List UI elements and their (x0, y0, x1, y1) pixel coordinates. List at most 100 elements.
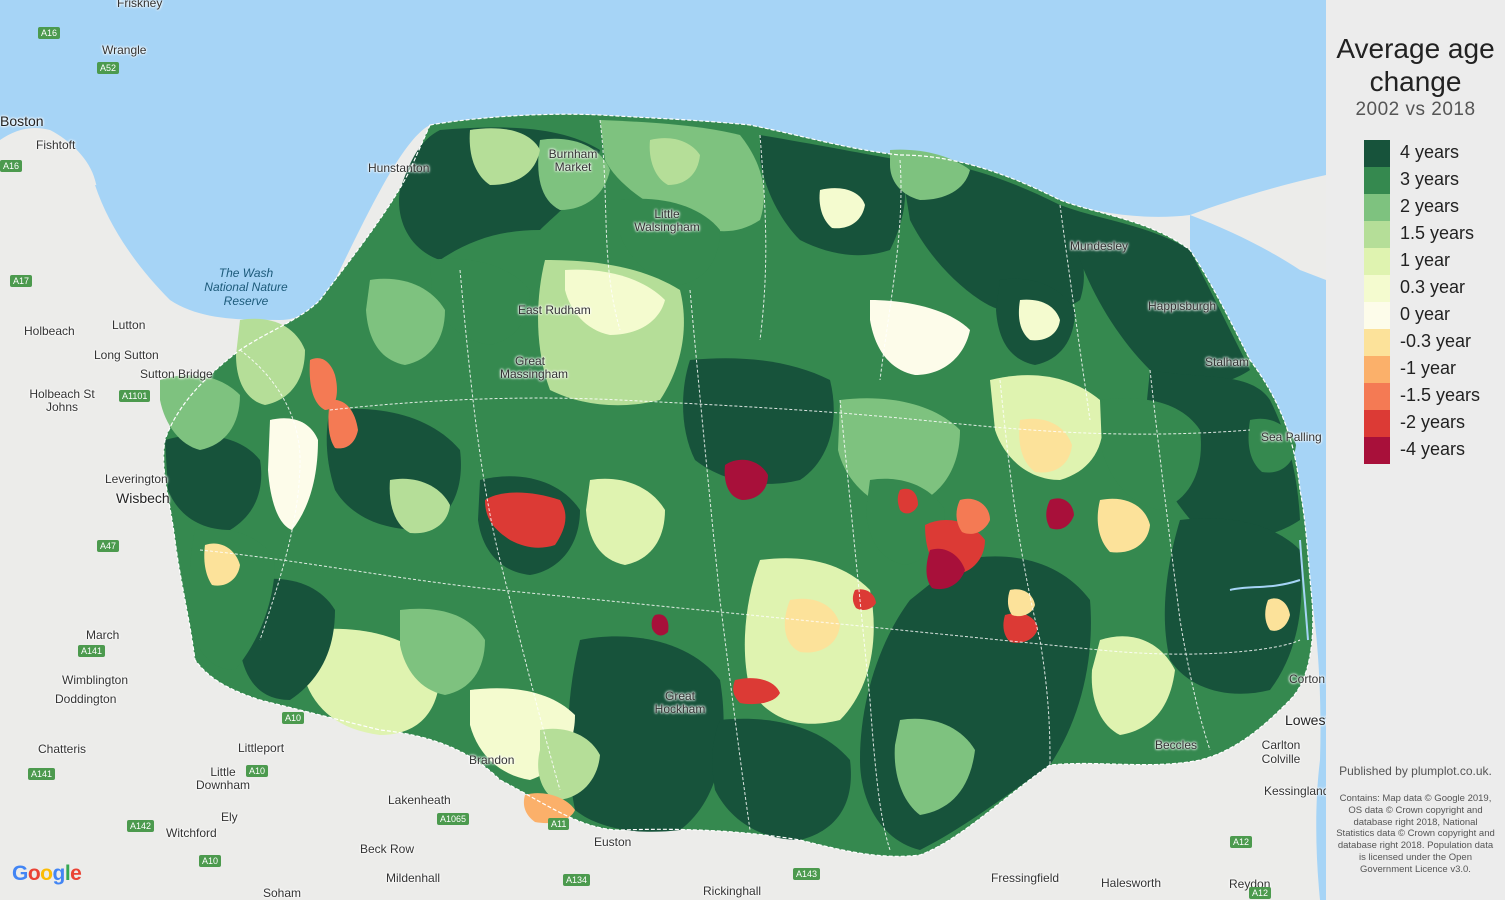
place-label: Chatteris (38, 742, 87, 756)
place-label: Wisbech (116, 490, 170, 506)
place-label: Soham (263, 886, 302, 900)
place-label: Holbeach (24, 324, 75, 338)
place-label: Beck Row (360, 842, 415, 856)
google-logo-letter: o (27, 862, 41, 885)
place-label: Carlton Colville (1261, 738, 1301, 766)
area-norwich-2 (926, 548, 965, 590)
area-red-small-2 (651, 614, 669, 636)
area-red-small-1 (852, 589, 876, 611)
place-label: Halesworth (1101, 876, 1162, 890)
area-orange-1 (204, 543, 240, 586)
place-label: March (86, 628, 120, 642)
place-label: Kessingland (1264, 784, 1326, 798)
road-label: A141 (28, 768, 56, 780)
google-logo-letter: g (52, 862, 66, 885)
legend-swatch (1364, 329, 1390, 356)
place-label: Friskney (117, 0, 163, 10)
highlight-areas (204, 358, 1290, 824)
map-subtitle: 2002 vs 2018 (1355, 99, 1476, 120)
north-sea-east (1190, 215, 1326, 900)
place-label: Happisburgh (1148, 299, 1217, 313)
google-logo-letter: o (40, 862, 53, 885)
map[interactable]: Friskney Wrangle Boston Fishtoft The Was… (0, 0, 1326, 900)
wash-bay (95, 185, 330, 320)
place-label: Mundesley (1070, 239, 1129, 253)
legend-label: 3 years (1400, 169, 1460, 189)
legend-label: -1 year (1400, 358, 1457, 378)
place-label: Great Hockham (654, 689, 706, 716)
place-label: Wrangle (102, 43, 147, 57)
area-thetford (523, 793, 575, 824)
legend-swatch (1364, 437, 1390, 464)
road-label: A143 (793, 868, 821, 880)
place-label: Lutton (112, 318, 146, 332)
google-logo-letter: e (70, 862, 82, 885)
legend-label: -4 years (1400, 439, 1466, 459)
google-logo-letter: l (64, 862, 71, 885)
road-label: A11 (548, 818, 570, 830)
area-dereham (724, 459, 768, 500)
road-label: A142 (127, 820, 155, 832)
published-credit: Published by plumplot.co.uk. (1339, 764, 1492, 778)
area-diss-south (733, 678, 780, 705)
legend-swatch (1364, 248, 1390, 275)
place-label: Ely (221, 810, 238, 824)
place-label: Hunstanton (368, 161, 430, 175)
place-label: Burnham Market (548, 147, 598, 174)
place-label: Beccles (1155, 738, 1198, 752)
road-label: A141 (78, 645, 106, 657)
road-label: A10 (199, 855, 222, 867)
legend-label: 4 years (1400, 142, 1460, 162)
legend-swatch (1364, 383, 1390, 410)
sea (0, 0, 1326, 304)
area-east-1 (1046, 498, 1074, 530)
map-title: Average age change (1336, 33, 1495, 97)
district-borders (199, 119, 1301, 851)
legend-swatch (1364, 356, 1390, 383)
legend-label: -1.5 years (1400, 385, 1481, 405)
area-norwich-3 (956, 498, 990, 534)
place-label: Witchford (166, 826, 217, 840)
road-label: A17 (10, 275, 33, 287)
legend-panel: Average age change 2002 vs 2018 4 years 3… (1326, 0, 1505, 900)
legend-swatch (1364, 194, 1390, 221)
road-label: A52 (97, 62, 120, 74)
road-label: A16 (0, 160, 23, 172)
legend-label: 0.3 year (1400, 277, 1466, 297)
road-label: A16 (38, 27, 61, 39)
place-label: Long Sutton (94, 348, 159, 362)
place-label: Euston (594, 835, 632, 849)
place-label: Brandon (469, 753, 515, 767)
road-label: A1101 (119, 390, 151, 402)
place-label: Boston (0, 113, 44, 129)
area-south-orange (1007, 589, 1035, 617)
area-kings-lynn (309, 358, 337, 410)
area-wymondham (1003, 613, 1038, 643)
place-label: Stalham (1205, 355, 1250, 369)
google-logo-letter: G (12, 862, 28, 885)
area-yarmouth (1265, 598, 1290, 631)
place-label: Corton (1289, 672, 1326, 686)
place-label: Mildenhall (386, 871, 441, 885)
road-label: A134 (563, 874, 591, 886)
legend-swatch (1364, 302, 1390, 329)
place-label: Holbeach St Johns (29, 387, 95, 414)
place-label: East Rudham (518, 303, 591, 317)
attribution-text: Contains: Map data © Google 2019, OS dat… (1336, 793, 1495, 875)
legend-swatch (1364, 221, 1390, 248)
place-label: Little Walsingham (634, 207, 700, 234)
area-red-swaffham (485, 492, 566, 548)
legend-label: 0 year (1400, 304, 1451, 324)
place-label: Littleport (238, 741, 285, 755)
road-label: A10 (246, 765, 269, 777)
place-label: Sutton Bridge (140, 367, 213, 381)
place-label: Great Massingham (500, 354, 569, 381)
road-label: A12 (1230, 836, 1253, 848)
legend-label: -2 years (1400, 412, 1466, 432)
road-label: A1065 (437, 813, 470, 825)
legend-label: -0.3 year (1400, 331, 1472, 351)
legend-label: 2 years (1400, 196, 1460, 216)
legend-swatch (1364, 410, 1390, 437)
norfolk-outline (163, 113, 1314, 857)
place-label: Fishtoft (36, 138, 76, 152)
